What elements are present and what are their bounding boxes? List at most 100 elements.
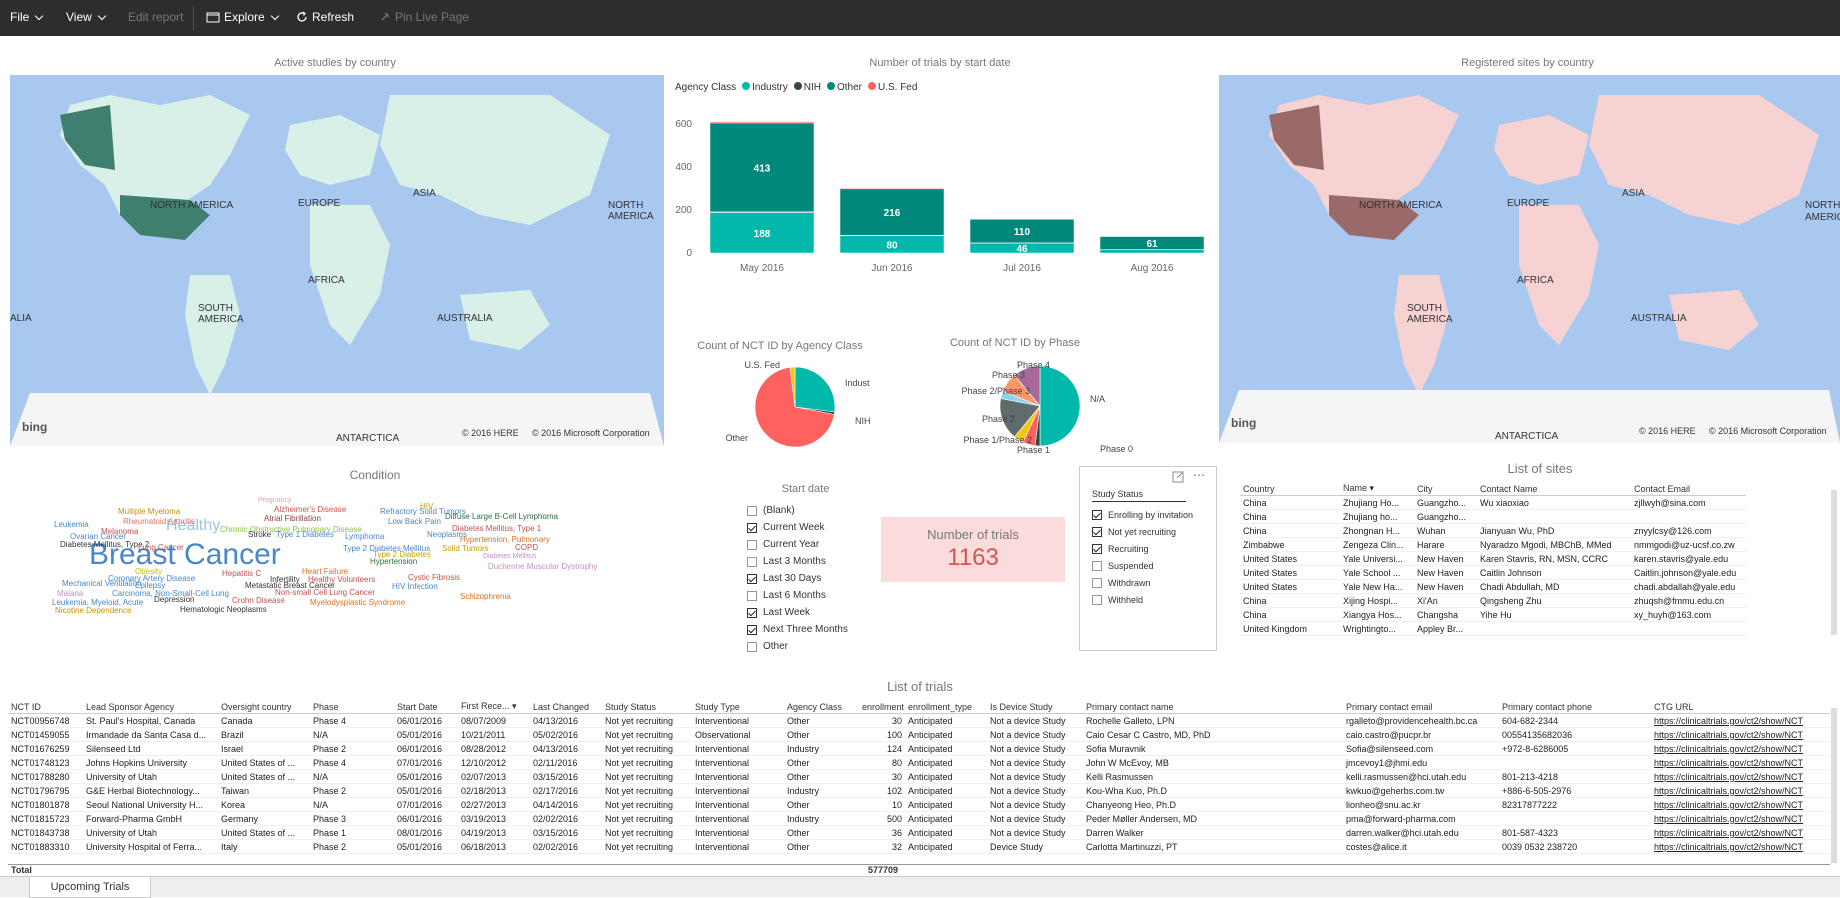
start-date-option[interactable]: Last 30 Days: [747, 573, 821, 584]
column-header[interactable]: Phase: [310, 700, 394, 714]
legend-item-usfed[interactable]: U.S. Fed: [868, 82, 917, 93]
legend-item-nih[interactable]: NIH: [794, 82, 821, 93]
pin-live-page-button[interactable]: Pin Live Page: [379, 10, 469, 24]
focus-mode-icon[interactable]: [1172, 471, 1184, 483]
condition-word[interactable]: Depression: [154, 595, 194, 604]
view-menu[interactable]: View: [66, 10, 105, 24]
start-date-option[interactable]: Last Week: [747, 607, 810, 618]
more-options-icon[interactable]: ⋯: [1193, 468, 1205, 482]
column-header[interactable]: City: [1414, 482, 1477, 496]
start-date-option[interactable]: (Blank): [747, 505, 795, 516]
start-date-option[interactable]: Next Three Months: [747, 624, 848, 635]
sites-scrollbar[interactable]: [1831, 490, 1837, 635]
file-menu[interactable]: File: [10, 10, 42, 24]
condition-word[interactable]: Diffuse Large B-Cell Lymphoma: [445, 512, 558, 521]
start-date-option[interactable]: Last 6 Months: [747, 590, 826, 601]
legend-item-industry[interactable]: Industry: [742, 82, 788, 93]
pie-slice[interactable]: [795, 367, 835, 412]
study-status-option[interactable]: Enrolling by invitation: [1092, 510, 1193, 520]
trials-scrollbar[interactable]: [1831, 708, 1837, 863]
registered-sites-map[interactable]: NORTH AMERICA EUROPE ASIA AFRICA SOUTH A…: [1219, 75, 1840, 443]
condition-word[interactable]: Hepatitis C: [222, 569, 261, 578]
study-status-option[interactable]: Suspended: [1092, 561, 1154, 571]
start-date-option[interactable]: Last 3 Months: [747, 556, 826, 567]
column-header[interactable]: Is Device Study: [987, 700, 1083, 714]
condition-word[interactable]: Leukemia: [54, 520, 89, 529]
bar-segment[interactable]: [1100, 250, 1204, 253]
study-status-option[interactable]: Not yet recruiting: [1092, 527, 1176, 537]
condition-word[interactable]: Low Back Pain: [388, 517, 441, 526]
column-header[interactable]: Name ▾: [1340, 482, 1414, 496]
edit-report-button[interactable]: Edit report: [128, 10, 183, 24]
study-status-option[interactable]: Recruiting: [1092, 544, 1149, 554]
bar-segment[interactable]: [840, 188, 944, 189]
legend-item-other[interactable]: Other: [827, 82, 862, 93]
pie-slice[interactable]: [1040, 366, 1080, 446]
column-header[interactable]: enrollment_type: [905, 700, 987, 714]
condition-word[interactable]: Schizophrenia: [460, 592, 511, 601]
column-header[interactable]: Start Date: [394, 700, 458, 714]
column-header[interactable]: Lead Sponsor Agency: [83, 700, 218, 714]
study-status-option[interactable]: Withheld: [1092, 595, 1143, 605]
condition-word[interactable]: Non-small Cell Lung Cancer: [275, 588, 375, 597]
condition-word[interactable]: Nicotine Dependence: [55, 606, 132, 615]
column-header[interactable]: Study Type: [692, 700, 784, 714]
column-header[interactable]: Primary contact phone: [1499, 700, 1651, 714]
column-header[interactable]: Study Status: [602, 700, 692, 714]
start-date-option[interactable]: Other: [747, 641, 788, 652]
start-date-option[interactable]: Current Week: [747, 522, 825, 533]
condition-word[interactable]: Solid Tumors: [442, 544, 489, 553]
condition-word[interactable]: Lung Cancer: [138, 543, 184, 552]
active-studies-map[interactable]: NORTH AMERICA EUROPE ASIA AFRICA SOUTH A…: [10, 75, 664, 446]
column-header[interactable]: First Rece... ▾: [458, 700, 530, 714]
condition-word[interactable]: HIV Infection: [392, 582, 438, 591]
explore-menu[interactable]: Explore: [206, 10, 278, 24]
column-header[interactable]: CTG URL: [1651, 700, 1830, 714]
condition-word[interactable]: Stroke: [248, 530, 271, 539]
column-header[interactable]: Primary contact name: [1083, 700, 1343, 714]
study-status-option[interactable]: Withdrawn: [1092, 578, 1151, 588]
column-header[interactable]: Primary contact email: [1343, 700, 1499, 714]
refresh-button[interactable]: Refresh: [296, 10, 354, 24]
condition-word[interactable]: Mechanical Ventilation: [62, 579, 142, 588]
condition-word[interactable]: Malaria: [57, 589, 83, 598]
column-header[interactable]: Oversight country: [218, 700, 310, 714]
tab-upcoming-trials[interactable]: Upcoming Trials: [29, 877, 151, 898]
condition-word[interactable]: Multiple Myeloma: [118, 507, 180, 516]
column-header[interactable]: Last Changed: [530, 700, 602, 714]
condition-word[interactable]: Atrial Fibrillation: [264, 514, 321, 523]
condition-word[interactable]: Duchenne Muscular Dystrophy: [488, 562, 597, 571]
condition-word[interactable]: Diabetes Mellitus, Type 2: [60, 540, 149, 549]
condition-word[interactable]: Crohn Disease: [232, 596, 285, 605]
condition-word[interactable]: Hypertension: [370, 557, 417, 566]
column-header[interactable]: Contact Name: [1477, 482, 1631, 496]
condition-word[interactable]: Lymphoma: [345, 532, 384, 541]
column-header[interactable]: Agency Class: [784, 700, 859, 714]
condition-word[interactable]: Hematologic Neoplasms: [180, 605, 267, 614]
start-date-option[interactable]: Current Year: [747, 539, 819, 550]
condition-word[interactable]: Alzheimer's Disease: [274, 505, 346, 514]
column-header[interactable]: enrollment: [859, 700, 905, 714]
condition-word[interactable]: Cystic Fibrosis: [408, 573, 460, 582]
